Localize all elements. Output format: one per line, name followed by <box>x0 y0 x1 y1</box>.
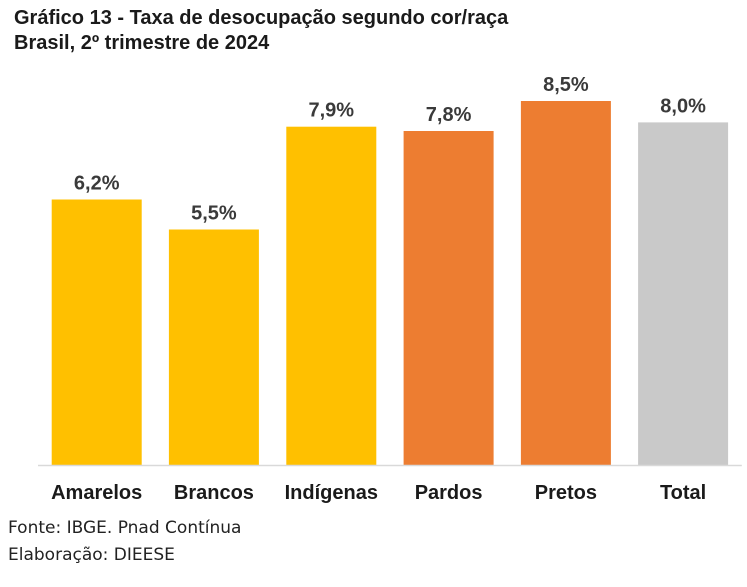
category-label: Pardos <box>415 482 483 504</box>
category-label: Amarelos <box>51 482 142 504</box>
data-label: 7,8% <box>426 104 472 126</box>
chart-title-line2: Brasil, 2º trimestre de 2024 <box>14 32 270 54</box>
data-label: 7,9% <box>309 100 355 122</box>
category-label: Total <box>660 482 706 504</box>
bar <box>520 101 611 465</box>
chart-title-line1: Gráfico 13 - Taxa de desocupação segundo… <box>14 7 509 29</box>
bar <box>286 126 377 465</box>
data-label: 8,5% <box>543 74 589 96</box>
data-label: 6,2% <box>74 173 120 195</box>
bar <box>168 229 259 465</box>
credit-note: Elaboração: DIEESE <box>8 545 175 565</box>
bar <box>51 199 142 465</box>
bar <box>638 122 729 466</box>
category-label: Indígenas <box>285 482 378 504</box>
data-label: 5,5% <box>191 203 237 225</box>
data-label: 8,0% <box>660 95 706 117</box>
source-note: Fonte: IBGE. Pnad Contínua <box>8 518 242 538</box>
bar <box>403 131 494 465</box>
category-label: Pretos <box>535 482 597 504</box>
category-label: Brancos <box>174 482 254 504</box>
chart-title: Gráfico 13 - Taxa de desocupação segundo… <box>14 6 508 56</box>
